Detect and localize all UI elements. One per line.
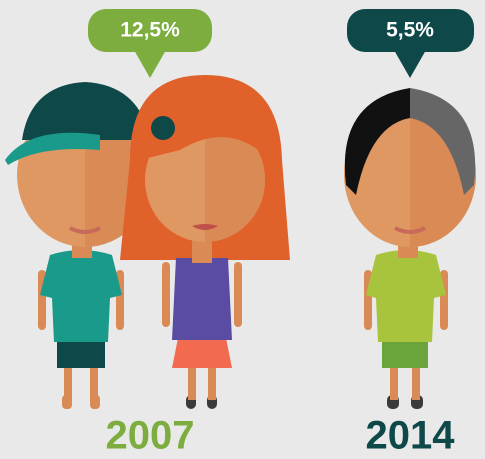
infographic: 12,5% 5,5% <box>0 0 485 459</box>
year-label: 2007 <box>106 414 195 458</box>
share-label: 12,5% <box>120 19 180 42</box>
share-label: 5,5% <box>386 19 434 42</box>
year-label: 2014 <box>366 414 456 458</box>
page: 12,5% 5,5% <box>0 0 485 459</box>
